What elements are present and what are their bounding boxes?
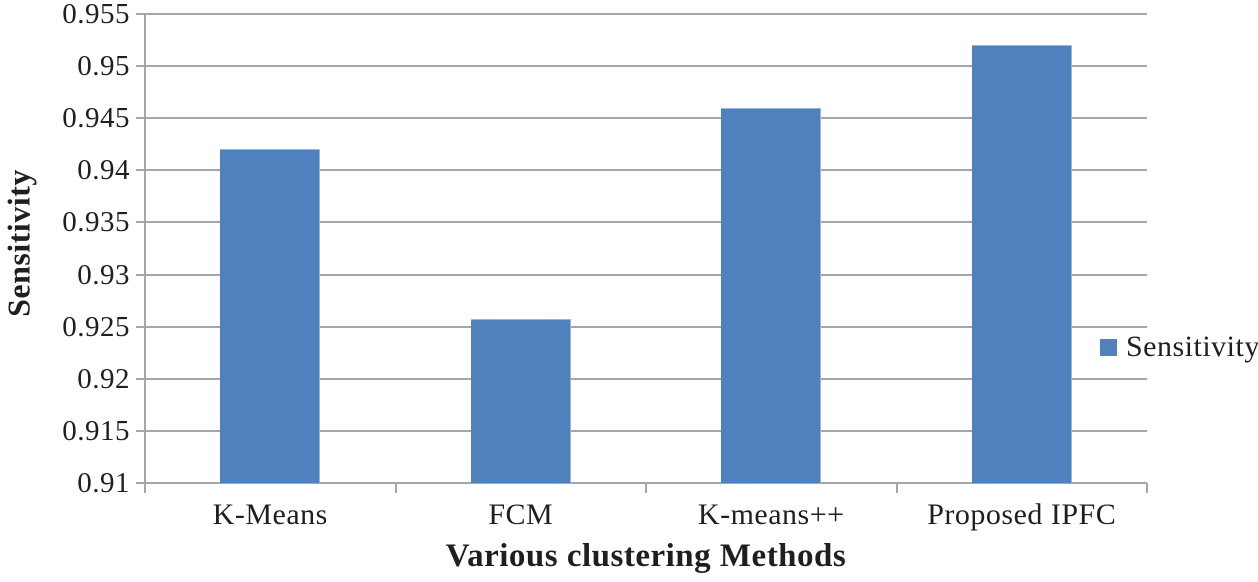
x-tick-3 <box>895 483 898 493</box>
y-tick-label-0.94: 0.94 <box>77 154 130 187</box>
legend-label-sensitivity: Sensitivity <box>1126 330 1258 363</box>
gridline-0.945 <box>145 117 1147 120</box>
y-tick-label-0.935: 0.935 <box>62 206 130 239</box>
x-tick-label-k-means: K-means++ <box>697 498 845 531</box>
y-tick-0.95 <box>136 65 145 68</box>
bar-proposed-ipfc <box>971 45 1072 483</box>
gridline-0.925 <box>145 325 1147 328</box>
x-axis-title: Various clustering Methods <box>445 538 847 574</box>
y-tick-label-0.93: 0.93 <box>77 258 130 291</box>
x-tick-0 <box>144 483 146 493</box>
gridline-0.92 <box>145 377 1147 380</box>
y-tick-0.915 <box>136 429 145 432</box>
y-tick-0.94 <box>136 169 145 172</box>
legend: Sensitivity <box>1100 332 1258 362</box>
y-tick-label-0.925: 0.925 <box>62 310 130 343</box>
x-tick-1 <box>394 483 397 493</box>
y-tick-label-0.91: 0.91 <box>77 467 130 499</box>
y-tick-0.93 <box>136 273 145 276</box>
x-tick-2 <box>645 483 647 493</box>
y-tick-label-0.95: 0.95 <box>77 50 130 83</box>
gridline-0.955 <box>145 13 1147 15</box>
x-tick-4 <box>1146 483 1148 493</box>
y-tick-label-0.945: 0.945 <box>62 102 130 135</box>
y-axis-line <box>144 14 146 483</box>
gridline-0.95 <box>145 65 1147 68</box>
y-tick-label-0.955: 0.955 <box>62 0 130 30</box>
gridline-0.93 <box>145 273 1147 276</box>
y-tick-label-0.92: 0.92 <box>77 362 130 395</box>
x-tick-label-fcm: FCM <box>488 498 554 531</box>
gridline-0.94 <box>145 169 1147 172</box>
legend-swatch-sensitivity-icon <box>1100 338 1117 356</box>
x-tick-label-k-means: K-Means <box>212 498 328 531</box>
gridline-0.935 <box>145 221 1147 224</box>
y-tick-0.925 <box>136 325 145 328</box>
y-tick-0.945 <box>136 117 145 120</box>
gridline-0.915 <box>145 429 1147 432</box>
x-tick-label-proposed-ipfc: Proposed IPFC <box>927 498 1117 531</box>
bar-k-means <box>220 149 321 483</box>
y-tick-0.92 <box>136 377 145 380</box>
y-axis-title: Sensitivity <box>0 169 37 317</box>
y-tick-label-0.915: 0.915 <box>62 414 130 447</box>
bar-fcm <box>470 319 571 483</box>
y-tick-0.935 <box>136 221 145 224</box>
y-tick-0.91 <box>136 482 145 484</box>
y-tick-0.955 <box>136 13 145 15</box>
bar-k-means <box>721 107 822 483</box>
